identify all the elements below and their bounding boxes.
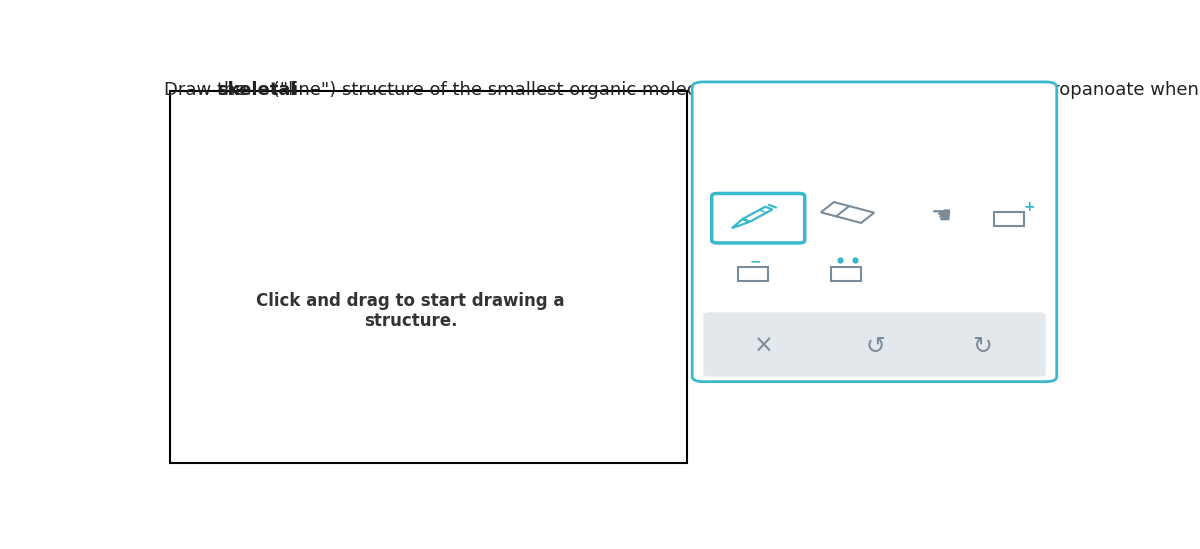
FancyBboxPatch shape bbox=[712, 193, 805, 243]
Text: ("line") structure of the smallest organic molecule that produces potassium 2-me: ("line") structure of the smallest organ… bbox=[268, 81, 1200, 99]
Text: skeletal: skeletal bbox=[217, 81, 296, 99]
Text: +: + bbox=[1024, 200, 1034, 214]
Text: Click and drag to start drawing a
structure.: Click and drag to start drawing a struct… bbox=[256, 292, 565, 330]
Text: −: − bbox=[750, 255, 761, 268]
FancyBboxPatch shape bbox=[170, 91, 686, 463]
Text: ↻: ↻ bbox=[972, 334, 992, 358]
Text: ☚: ☚ bbox=[930, 204, 952, 228]
Text: ×: × bbox=[754, 334, 774, 358]
Text: Draw the: Draw the bbox=[164, 81, 252, 99]
FancyBboxPatch shape bbox=[703, 312, 1045, 377]
Text: ↺: ↺ bbox=[865, 334, 886, 358]
FancyBboxPatch shape bbox=[692, 82, 1057, 382]
